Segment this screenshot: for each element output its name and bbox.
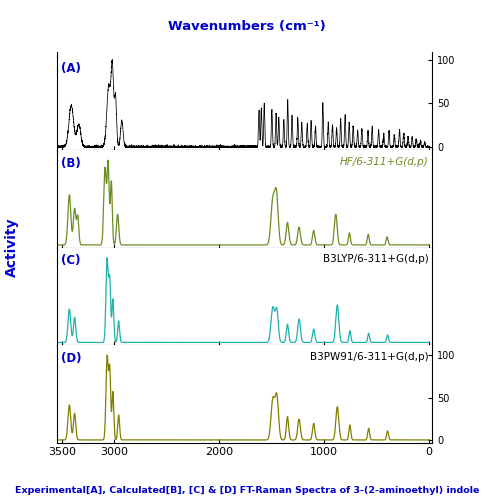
Text: Activity: Activity: [5, 218, 19, 277]
Text: Experimental[A], Calculated[B], [C] & [D] FT-Raman Spectra of 3-(2-aminoethyl) i: Experimental[A], Calculated[B], [C] & [D…: [15, 486, 479, 495]
Text: HF/6-311+G(d,p): HF/6-311+G(d,p): [340, 157, 428, 167]
Text: Wavenumbers (cm⁻¹): Wavenumbers (cm⁻¹): [168, 20, 326, 33]
Text: B3PW91/6-311+G(d,p): B3PW91/6-311+G(d,p): [310, 352, 428, 362]
Text: B3LYP/6-311+G(d,p): B3LYP/6-311+G(d,p): [323, 254, 428, 264]
Text: (B): (B): [61, 157, 81, 170]
Text: (A): (A): [61, 62, 81, 75]
Text: (C): (C): [61, 254, 80, 268]
Text: (D): (D): [61, 352, 81, 365]
